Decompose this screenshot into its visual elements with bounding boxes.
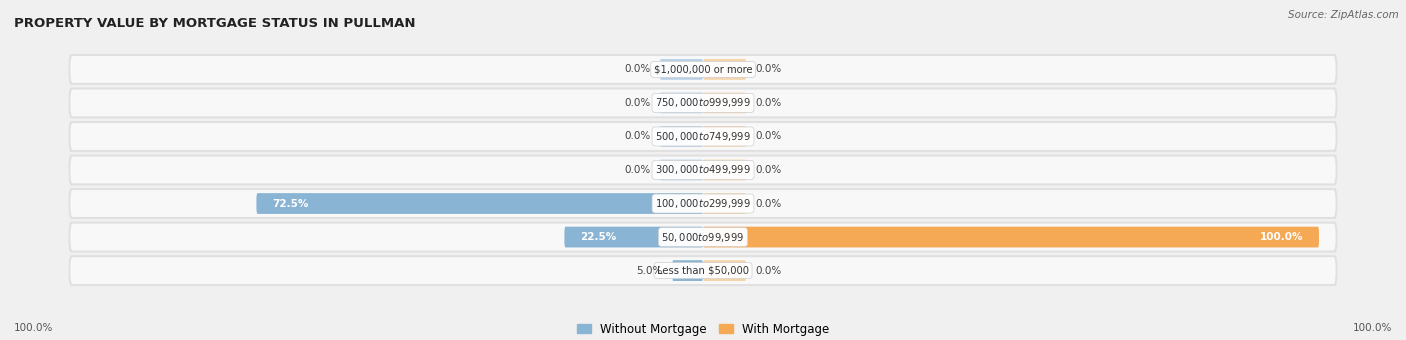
FancyBboxPatch shape xyxy=(70,257,1336,284)
FancyBboxPatch shape xyxy=(70,56,1336,83)
FancyBboxPatch shape xyxy=(69,222,1337,253)
Text: 100.0%: 100.0% xyxy=(14,323,53,333)
FancyBboxPatch shape xyxy=(69,155,1337,185)
Text: Source: ZipAtlas.com: Source: ZipAtlas.com xyxy=(1288,10,1399,20)
Text: 0.0%: 0.0% xyxy=(755,98,782,108)
FancyBboxPatch shape xyxy=(70,190,1336,217)
Text: $100,000 to $299,999: $100,000 to $299,999 xyxy=(655,197,751,210)
FancyBboxPatch shape xyxy=(69,188,1337,219)
FancyBboxPatch shape xyxy=(703,159,747,181)
Text: $300,000 to $499,999: $300,000 to $499,999 xyxy=(655,164,751,176)
FancyBboxPatch shape xyxy=(659,59,703,80)
Text: 0.0%: 0.0% xyxy=(755,266,782,276)
FancyBboxPatch shape xyxy=(703,193,747,214)
Text: 0.0%: 0.0% xyxy=(624,132,651,141)
Text: 100.0%: 100.0% xyxy=(1353,323,1392,333)
FancyBboxPatch shape xyxy=(672,260,703,281)
Text: 5.0%: 5.0% xyxy=(637,266,664,276)
FancyBboxPatch shape xyxy=(256,193,703,214)
FancyBboxPatch shape xyxy=(70,123,1336,150)
Text: 0.0%: 0.0% xyxy=(755,165,782,175)
FancyBboxPatch shape xyxy=(703,126,747,147)
FancyBboxPatch shape xyxy=(564,227,703,248)
FancyBboxPatch shape xyxy=(70,224,1336,251)
Text: $50,000 to $99,999: $50,000 to $99,999 xyxy=(661,231,745,243)
FancyBboxPatch shape xyxy=(659,159,703,181)
FancyBboxPatch shape xyxy=(69,121,1337,152)
Text: 22.5%: 22.5% xyxy=(579,232,616,242)
Text: 0.0%: 0.0% xyxy=(755,64,782,74)
Text: 0.0%: 0.0% xyxy=(755,132,782,141)
Text: 0.0%: 0.0% xyxy=(755,199,782,208)
Text: $1,000,000 or more: $1,000,000 or more xyxy=(654,64,752,74)
Text: 0.0%: 0.0% xyxy=(624,64,651,74)
Text: 0.0%: 0.0% xyxy=(624,98,651,108)
FancyBboxPatch shape xyxy=(69,54,1337,85)
Text: $750,000 to $999,999: $750,000 to $999,999 xyxy=(655,97,751,109)
FancyBboxPatch shape xyxy=(70,157,1336,183)
Text: 100.0%: 100.0% xyxy=(1260,232,1303,242)
FancyBboxPatch shape xyxy=(659,126,703,147)
FancyBboxPatch shape xyxy=(703,92,747,113)
Text: 72.5%: 72.5% xyxy=(271,199,308,208)
FancyBboxPatch shape xyxy=(69,255,1337,286)
Legend: Without Mortgage, With Mortgage: Without Mortgage, With Mortgage xyxy=(572,318,834,340)
Text: $500,000 to $749,999: $500,000 to $749,999 xyxy=(655,130,751,143)
Text: 0.0%: 0.0% xyxy=(624,165,651,175)
FancyBboxPatch shape xyxy=(659,92,703,113)
FancyBboxPatch shape xyxy=(703,227,1319,248)
Text: PROPERTY VALUE BY MORTGAGE STATUS IN PULLMAN: PROPERTY VALUE BY MORTGAGE STATUS IN PUL… xyxy=(14,17,416,30)
FancyBboxPatch shape xyxy=(703,59,747,80)
FancyBboxPatch shape xyxy=(69,87,1337,118)
FancyBboxPatch shape xyxy=(70,89,1336,116)
FancyBboxPatch shape xyxy=(703,260,747,281)
Text: Less than $50,000: Less than $50,000 xyxy=(657,266,749,276)
